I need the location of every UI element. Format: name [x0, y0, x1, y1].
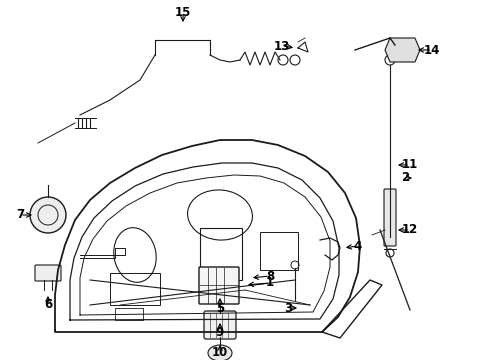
- Bar: [200, 228, 242, 280]
- Text: 4: 4: [353, 239, 362, 252]
- Ellipse shape: [207, 345, 231, 360]
- Text: 12: 12: [401, 224, 417, 237]
- Text: 3: 3: [284, 301, 291, 315]
- Text: 7: 7: [16, 208, 24, 221]
- Text: 15: 15: [174, 5, 191, 18]
- Circle shape: [30, 197, 66, 233]
- Text: 14: 14: [423, 44, 439, 57]
- Text: 11: 11: [401, 158, 417, 171]
- Bar: [110, 273, 160, 305]
- Text: 2: 2: [400, 171, 408, 184]
- Text: 10: 10: [211, 346, 228, 359]
- FancyBboxPatch shape: [383, 189, 395, 246]
- Text: 8: 8: [265, 270, 274, 283]
- Text: 13: 13: [273, 40, 289, 53]
- FancyBboxPatch shape: [203, 311, 236, 339]
- FancyBboxPatch shape: [35, 265, 61, 281]
- Polygon shape: [384, 38, 419, 62]
- Text: 1: 1: [265, 276, 273, 289]
- Bar: [260, 232, 297, 270]
- Text: 6: 6: [44, 298, 52, 311]
- FancyBboxPatch shape: [199, 267, 239, 304]
- Bar: [115, 308, 142, 320]
- Text: 9: 9: [215, 325, 224, 338]
- Text: 5: 5: [215, 301, 224, 315]
